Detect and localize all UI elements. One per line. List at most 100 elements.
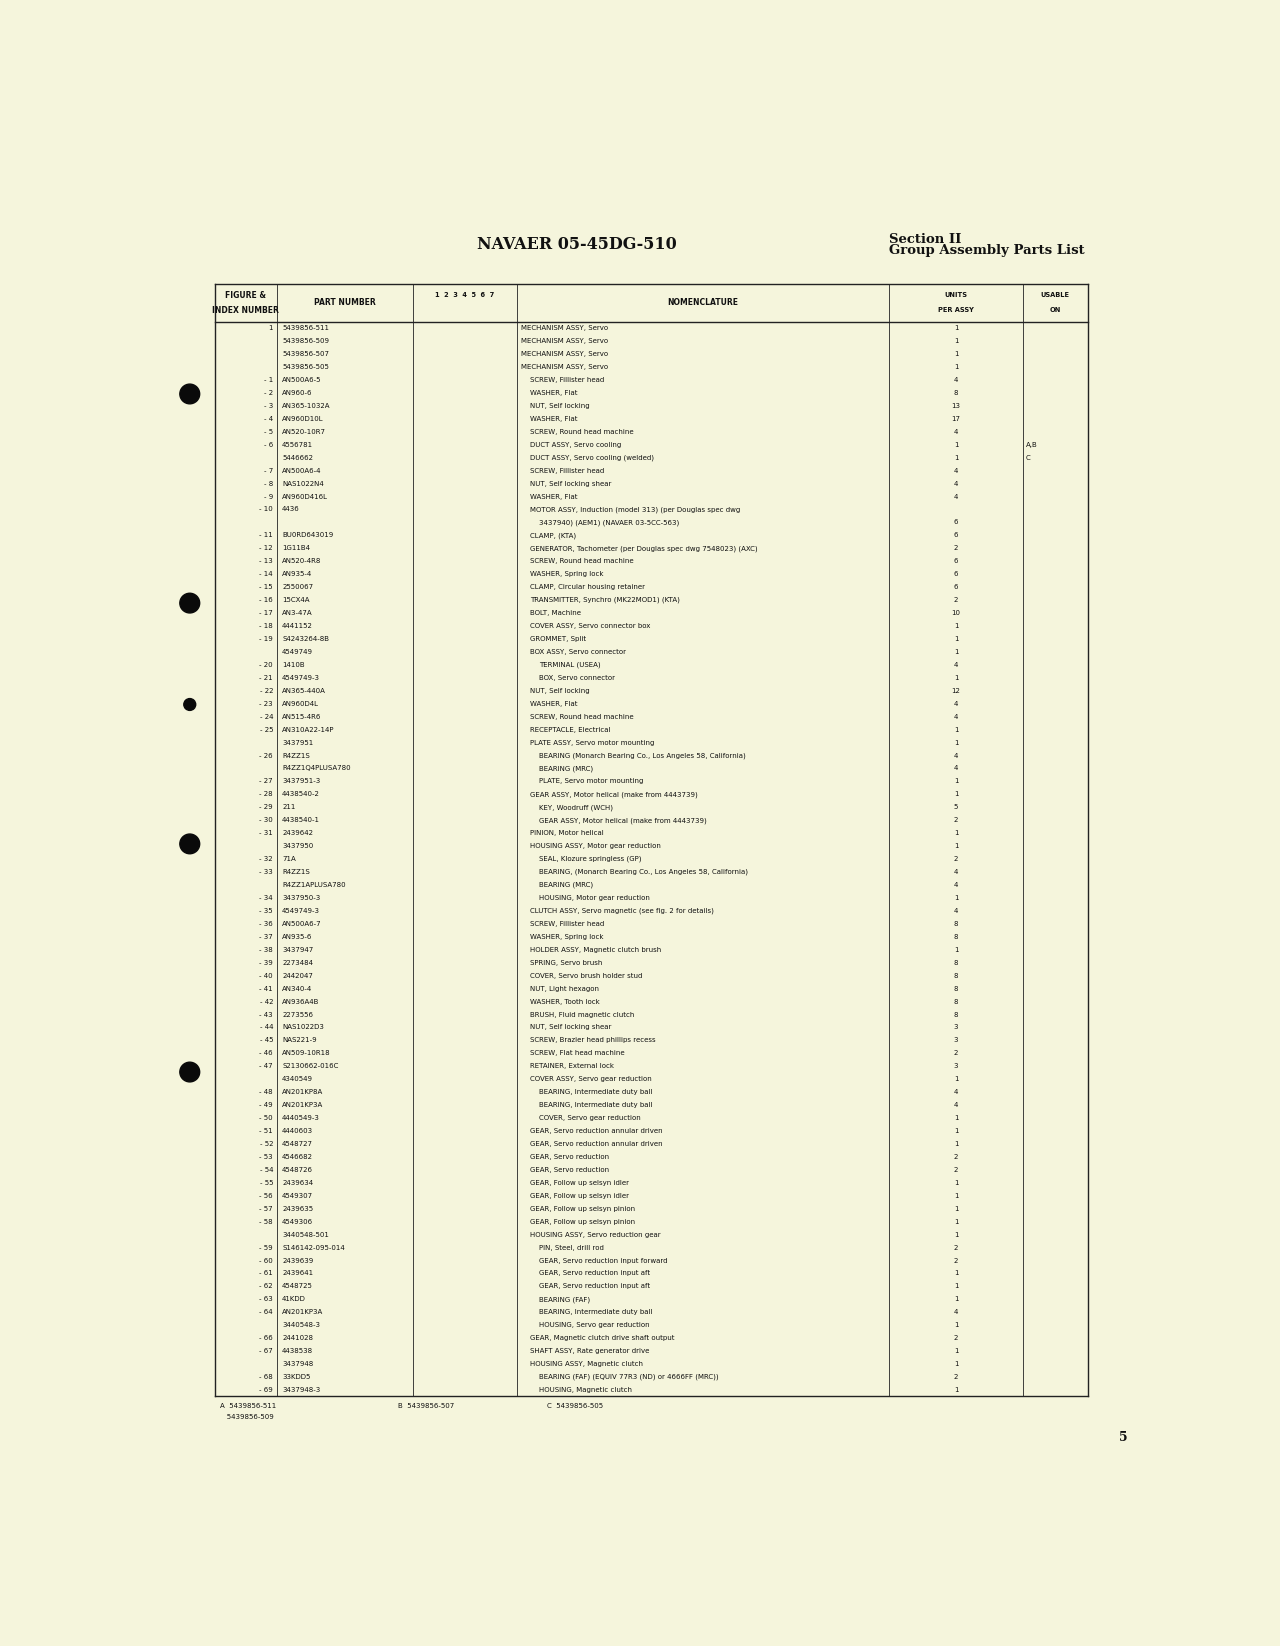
- Ellipse shape: [184, 698, 196, 711]
- Ellipse shape: [179, 1062, 200, 1081]
- Text: BEARING, Intermediate duty ball: BEARING, Intermediate duty ball: [539, 1103, 653, 1108]
- Text: AN500A6-7: AN500A6-7: [282, 920, 321, 927]
- Text: AN500A6-4: AN500A6-4: [282, 467, 321, 474]
- Text: - 55: - 55: [260, 1180, 273, 1185]
- Text: - 10: - 10: [260, 507, 273, 512]
- Text: 2439641: 2439641: [282, 1271, 314, 1277]
- Text: SPRING, Servo brush: SPRING, Servo brush: [530, 960, 603, 966]
- Text: 5446662: 5446662: [282, 454, 314, 461]
- Text: AN960D416L: AN960D416L: [282, 494, 328, 499]
- Text: 2439634: 2439634: [282, 1180, 314, 1185]
- Text: 4: 4: [954, 752, 959, 759]
- Text: 1: 1: [954, 830, 959, 836]
- Text: NAVAER 05-45DG-510: NAVAER 05-45DG-510: [476, 235, 677, 253]
- Text: BEARING (MRC): BEARING (MRC): [539, 882, 593, 889]
- Text: 3440548-3: 3440548-3: [282, 1322, 320, 1328]
- Text: - 7: - 7: [264, 467, 273, 474]
- Text: B  5439856-507: B 5439856-507: [398, 1402, 454, 1409]
- Text: 1: 1: [954, 779, 959, 785]
- Text: NUT, Self locking shear: NUT, Self locking shear: [530, 1024, 612, 1030]
- Text: AN960D4L: AN960D4L: [282, 701, 319, 706]
- Text: UNITS: UNITS: [945, 291, 968, 298]
- Text: C: C: [1027, 454, 1030, 461]
- Text: NOMENCLATURE: NOMENCLATURE: [668, 298, 739, 308]
- Text: 1: 1: [954, 1076, 959, 1083]
- Text: 1: 1: [954, 1218, 959, 1225]
- Text: MECHANISM ASSY, Servo: MECHANISM ASSY, Servo: [521, 337, 608, 344]
- Text: - 47: - 47: [260, 1063, 273, 1070]
- Text: AN365-440A: AN365-440A: [282, 688, 326, 693]
- Text: - 51: - 51: [260, 1128, 273, 1134]
- Text: GENERATOR, Tachometer (per Douglas spec dwg 7548023) (AXC): GENERATOR, Tachometer (per Douglas spec …: [530, 545, 758, 551]
- Text: - 67: - 67: [260, 1348, 273, 1355]
- Text: 8: 8: [954, 986, 959, 991]
- Text: WASHER, Tooth lock: WASHER, Tooth lock: [530, 999, 600, 1004]
- Text: 1: 1: [954, 1388, 959, 1393]
- Text: 4340549: 4340549: [282, 1076, 314, 1083]
- Text: - 59: - 59: [260, 1244, 273, 1251]
- Text: 4549307: 4549307: [282, 1193, 314, 1198]
- Text: - 37: - 37: [260, 933, 273, 940]
- Text: 1: 1: [954, 1207, 959, 1211]
- Text: NUT, Self locking: NUT, Self locking: [530, 403, 590, 408]
- Text: BEARING, Intermediate duty ball: BEARING, Intermediate duty ball: [539, 1309, 653, 1315]
- Text: PINION, Motor helical: PINION, Motor helical: [530, 830, 604, 836]
- Text: 1: 1: [954, 1193, 959, 1198]
- Text: 2: 2: [954, 1258, 959, 1264]
- Text: - 21: - 21: [260, 675, 273, 681]
- Text: - 58: - 58: [260, 1218, 273, 1225]
- Text: BOLT, Machine: BOLT, Machine: [530, 611, 581, 616]
- Text: 5439856-505: 5439856-505: [282, 364, 329, 370]
- Text: - 15: - 15: [260, 584, 273, 591]
- Text: 1: 1: [954, 675, 959, 681]
- Text: 2273556: 2273556: [282, 1012, 314, 1017]
- Text: 6: 6: [954, 558, 959, 565]
- Text: SCREW, Round head machine: SCREW, Round head machine: [530, 714, 634, 719]
- Text: HOUSING ASSY, Motor gear reduction: HOUSING ASSY, Motor gear reduction: [530, 843, 660, 849]
- Text: C  5439856-505: C 5439856-505: [547, 1402, 603, 1409]
- Text: GEAR, Servo reduction input aft: GEAR, Servo reduction input aft: [539, 1284, 650, 1289]
- Text: - 44: - 44: [260, 1024, 273, 1030]
- Text: NAS1022D3: NAS1022D3: [282, 1024, 324, 1030]
- Text: - 39: - 39: [260, 960, 273, 966]
- Text: RECEPTACLE, Electrical: RECEPTACLE, Electrical: [530, 726, 611, 732]
- Text: 4: 4: [954, 882, 959, 887]
- Text: 3437947: 3437947: [282, 946, 314, 953]
- Text: - 69: - 69: [260, 1388, 273, 1393]
- Text: 4556781: 4556781: [282, 441, 314, 448]
- Text: - 45: - 45: [260, 1037, 273, 1044]
- Text: GEAR ASSY, Motor helical (make from 4443739): GEAR ASSY, Motor helical (make from 4443…: [530, 792, 698, 798]
- Text: 2: 2: [954, 1050, 959, 1057]
- Text: 1: 1: [954, 1231, 959, 1238]
- Text: 1: 1: [954, 1128, 959, 1134]
- Text: - 4: - 4: [264, 416, 273, 421]
- Text: 3440548-501: 3440548-501: [282, 1231, 329, 1238]
- Text: 4441152: 4441152: [282, 624, 312, 629]
- Text: - 14: - 14: [260, 571, 273, 578]
- Text: 5439856-511: 5439856-511: [282, 326, 329, 331]
- Text: 1: 1: [954, 739, 959, 746]
- Text: - 26: - 26: [260, 752, 273, 759]
- Text: PER ASSY: PER ASSY: [938, 308, 974, 313]
- Text: 4: 4: [954, 1090, 959, 1095]
- Text: HOLDER ASSY, Magnetic clutch brush: HOLDER ASSY, Magnetic clutch brush: [530, 946, 662, 953]
- Text: - 6: - 6: [264, 441, 273, 448]
- Text: 2439642: 2439642: [282, 830, 314, 836]
- Text: 4548726: 4548726: [282, 1167, 314, 1174]
- Text: - 2: - 2: [264, 390, 273, 397]
- Text: SCREW, Fillister head: SCREW, Fillister head: [530, 467, 604, 474]
- Text: - 5: - 5: [264, 430, 273, 435]
- Text: 3437950: 3437950: [282, 843, 314, 849]
- Text: COVER ASSY, Servo gear reduction: COVER ASSY, Servo gear reduction: [530, 1076, 652, 1083]
- Text: AN960-6: AN960-6: [282, 390, 312, 397]
- Text: AN201KP3A: AN201KP3A: [282, 1309, 324, 1315]
- Text: GEAR, Servo reduction input aft: GEAR, Servo reduction input aft: [539, 1271, 650, 1277]
- Text: - 20: - 20: [260, 662, 273, 668]
- Text: WASHER, Flat: WASHER, Flat: [530, 416, 577, 421]
- Text: 4: 4: [954, 377, 959, 384]
- Text: - 41: - 41: [260, 986, 273, 991]
- Text: 1: 1: [954, 351, 959, 357]
- Text: 1: 1: [954, 1297, 959, 1302]
- Text: BOX ASSY, Servo connector: BOX ASSY, Servo connector: [530, 649, 626, 655]
- Text: 2: 2: [954, 545, 959, 551]
